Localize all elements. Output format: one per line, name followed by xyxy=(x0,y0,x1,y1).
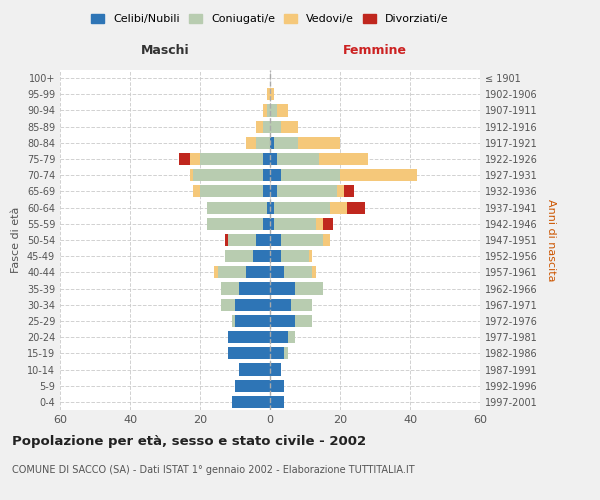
Text: Maschi: Maschi xyxy=(140,44,190,57)
Bar xyxy=(270,315,295,327)
Bar xyxy=(263,153,270,165)
Bar xyxy=(312,266,316,278)
Bar xyxy=(329,202,347,213)
Bar xyxy=(190,153,200,165)
Bar xyxy=(179,153,190,165)
Bar xyxy=(200,153,263,165)
Bar xyxy=(323,218,333,230)
Bar xyxy=(245,137,256,149)
Bar xyxy=(298,137,340,149)
Text: COMUNE DI SACCO (SA) - Dati ISTAT 1° gennaio 2002 - Elaborazione TUTTITALIA.IT: COMUNE DI SACCO (SA) - Dati ISTAT 1° gen… xyxy=(12,465,415,475)
Bar xyxy=(228,234,256,246)
Bar xyxy=(239,364,270,376)
Bar xyxy=(214,266,218,278)
Bar xyxy=(256,234,270,246)
Bar xyxy=(263,186,270,198)
Bar xyxy=(232,396,270,408)
Bar xyxy=(316,218,323,230)
Bar xyxy=(274,137,298,149)
Bar xyxy=(291,298,312,311)
Bar xyxy=(263,120,270,132)
Bar xyxy=(281,169,340,181)
Bar xyxy=(277,153,319,165)
Bar xyxy=(295,282,323,294)
Bar xyxy=(323,234,329,246)
Text: Popolazione per età, sesso e stato civile - 2002: Popolazione per età, sesso e stato civil… xyxy=(12,435,366,448)
Bar xyxy=(270,120,281,132)
Bar xyxy=(270,396,284,408)
Bar xyxy=(270,169,281,181)
Bar xyxy=(277,104,287,117)
Bar xyxy=(232,315,235,327)
Bar xyxy=(224,250,253,262)
Bar xyxy=(239,282,270,294)
Bar xyxy=(270,298,291,311)
Bar xyxy=(245,266,270,278)
Bar xyxy=(235,315,270,327)
Bar xyxy=(337,186,343,198)
Bar xyxy=(270,364,281,376)
Bar xyxy=(347,202,365,213)
Bar xyxy=(235,380,270,392)
Bar xyxy=(270,137,274,149)
Bar xyxy=(266,88,270,101)
Bar xyxy=(263,169,270,181)
Bar xyxy=(277,186,337,198)
Legend: Celibi/Nubili, Coniugati/e, Vedovi/e, Divorziati/e: Celibi/Nubili, Coniugati/e, Vedovi/e, Di… xyxy=(88,10,452,28)
Bar xyxy=(224,234,228,246)
Bar xyxy=(221,282,239,294)
Bar xyxy=(343,186,354,198)
Bar xyxy=(256,137,270,149)
Bar xyxy=(235,298,270,311)
Bar xyxy=(319,153,368,165)
Bar xyxy=(228,331,270,343)
Bar xyxy=(266,202,270,213)
Bar xyxy=(281,234,323,246)
Bar xyxy=(308,250,312,262)
Bar xyxy=(270,266,284,278)
Bar xyxy=(270,380,284,392)
Bar xyxy=(270,186,277,198)
Y-axis label: Fasce di età: Fasce di età xyxy=(11,207,21,273)
Text: Femmine: Femmine xyxy=(343,44,407,57)
Bar xyxy=(270,218,274,230)
Bar xyxy=(274,202,329,213)
Bar xyxy=(270,88,274,101)
Bar xyxy=(274,218,316,230)
Bar xyxy=(284,266,312,278)
Bar xyxy=(221,298,235,311)
Bar xyxy=(284,348,287,360)
Bar xyxy=(207,202,266,213)
Bar xyxy=(263,104,266,117)
Bar xyxy=(193,186,200,198)
Y-axis label: Anni di nascita: Anni di nascita xyxy=(546,198,556,281)
Bar xyxy=(270,104,277,117)
Bar xyxy=(295,315,312,327)
Bar xyxy=(270,250,281,262)
Bar xyxy=(263,218,270,230)
Bar xyxy=(200,186,263,198)
Bar xyxy=(270,348,284,360)
Bar xyxy=(228,348,270,360)
Bar xyxy=(270,282,295,294)
Bar xyxy=(270,202,274,213)
Bar xyxy=(270,234,281,246)
Bar xyxy=(281,250,308,262)
Bar xyxy=(287,331,295,343)
Bar xyxy=(270,331,287,343)
Bar xyxy=(193,169,263,181)
Bar xyxy=(207,218,263,230)
Bar xyxy=(256,120,263,132)
Bar xyxy=(266,104,270,117)
Bar xyxy=(253,250,270,262)
Bar xyxy=(218,266,245,278)
Bar xyxy=(340,169,417,181)
Bar xyxy=(190,169,193,181)
Bar xyxy=(270,153,277,165)
Bar xyxy=(281,120,298,132)
